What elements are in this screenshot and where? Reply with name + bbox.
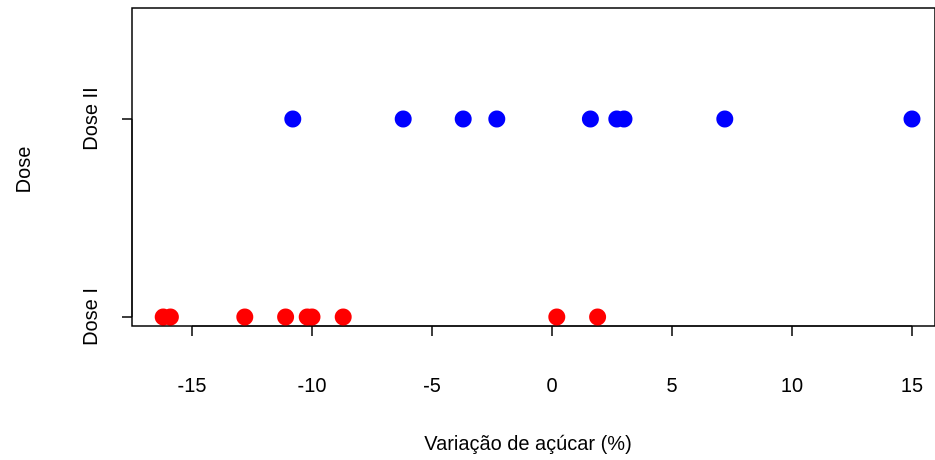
data-point xyxy=(303,308,321,326)
data-point xyxy=(589,308,607,326)
plot-frame xyxy=(131,7,935,327)
x-axis-title: Variação de açúcar (%) xyxy=(424,433,632,455)
data-point xyxy=(615,110,633,128)
x-tick-label: -15 xyxy=(178,375,207,397)
y-axis: Dose I Dose II xyxy=(80,87,133,346)
data-point xyxy=(488,110,506,128)
x-tick-label: -10 xyxy=(298,375,327,397)
data-point xyxy=(903,110,921,128)
data-point xyxy=(581,110,599,128)
data-points xyxy=(154,110,921,326)
x-tick-label: 0 xyxy=(546,375,557,397)
data-point xyxy=(277,308,295,326)
x-tick-label: -5 xyxy=(423,375,441,397)
x-axis: -15 -10 -5 0 5 10 15 xyxy=(178,325,923,397)
x-tick-label: 10 xyxy=(781,375,803,397)
data-point xyxy=(548,308,566,326)
data-point xyxy=(454,110,472,128)
data-point xyxy=(716,110,734,128)
data-point xyxy=(284,110,302,128)
y-axis-title: Dose xyxy=(13,147,35,194)
x-tick-label: 5 xyxy=(666,375,677,397)
x-tick-label: 15 xyxy=(901,375,923,397)
data-point xyxy=(394,110,412,128)
data-point xyxy=(236,308,254,326)
data-point xyxy=(161,308,179,326)
data-point xyxy=(334,308,352,326)
y-tick-label: Dose II xyxy=(80,87,102,150)
y-tick-label: Dose I xyxy=(80,288,102,346)
